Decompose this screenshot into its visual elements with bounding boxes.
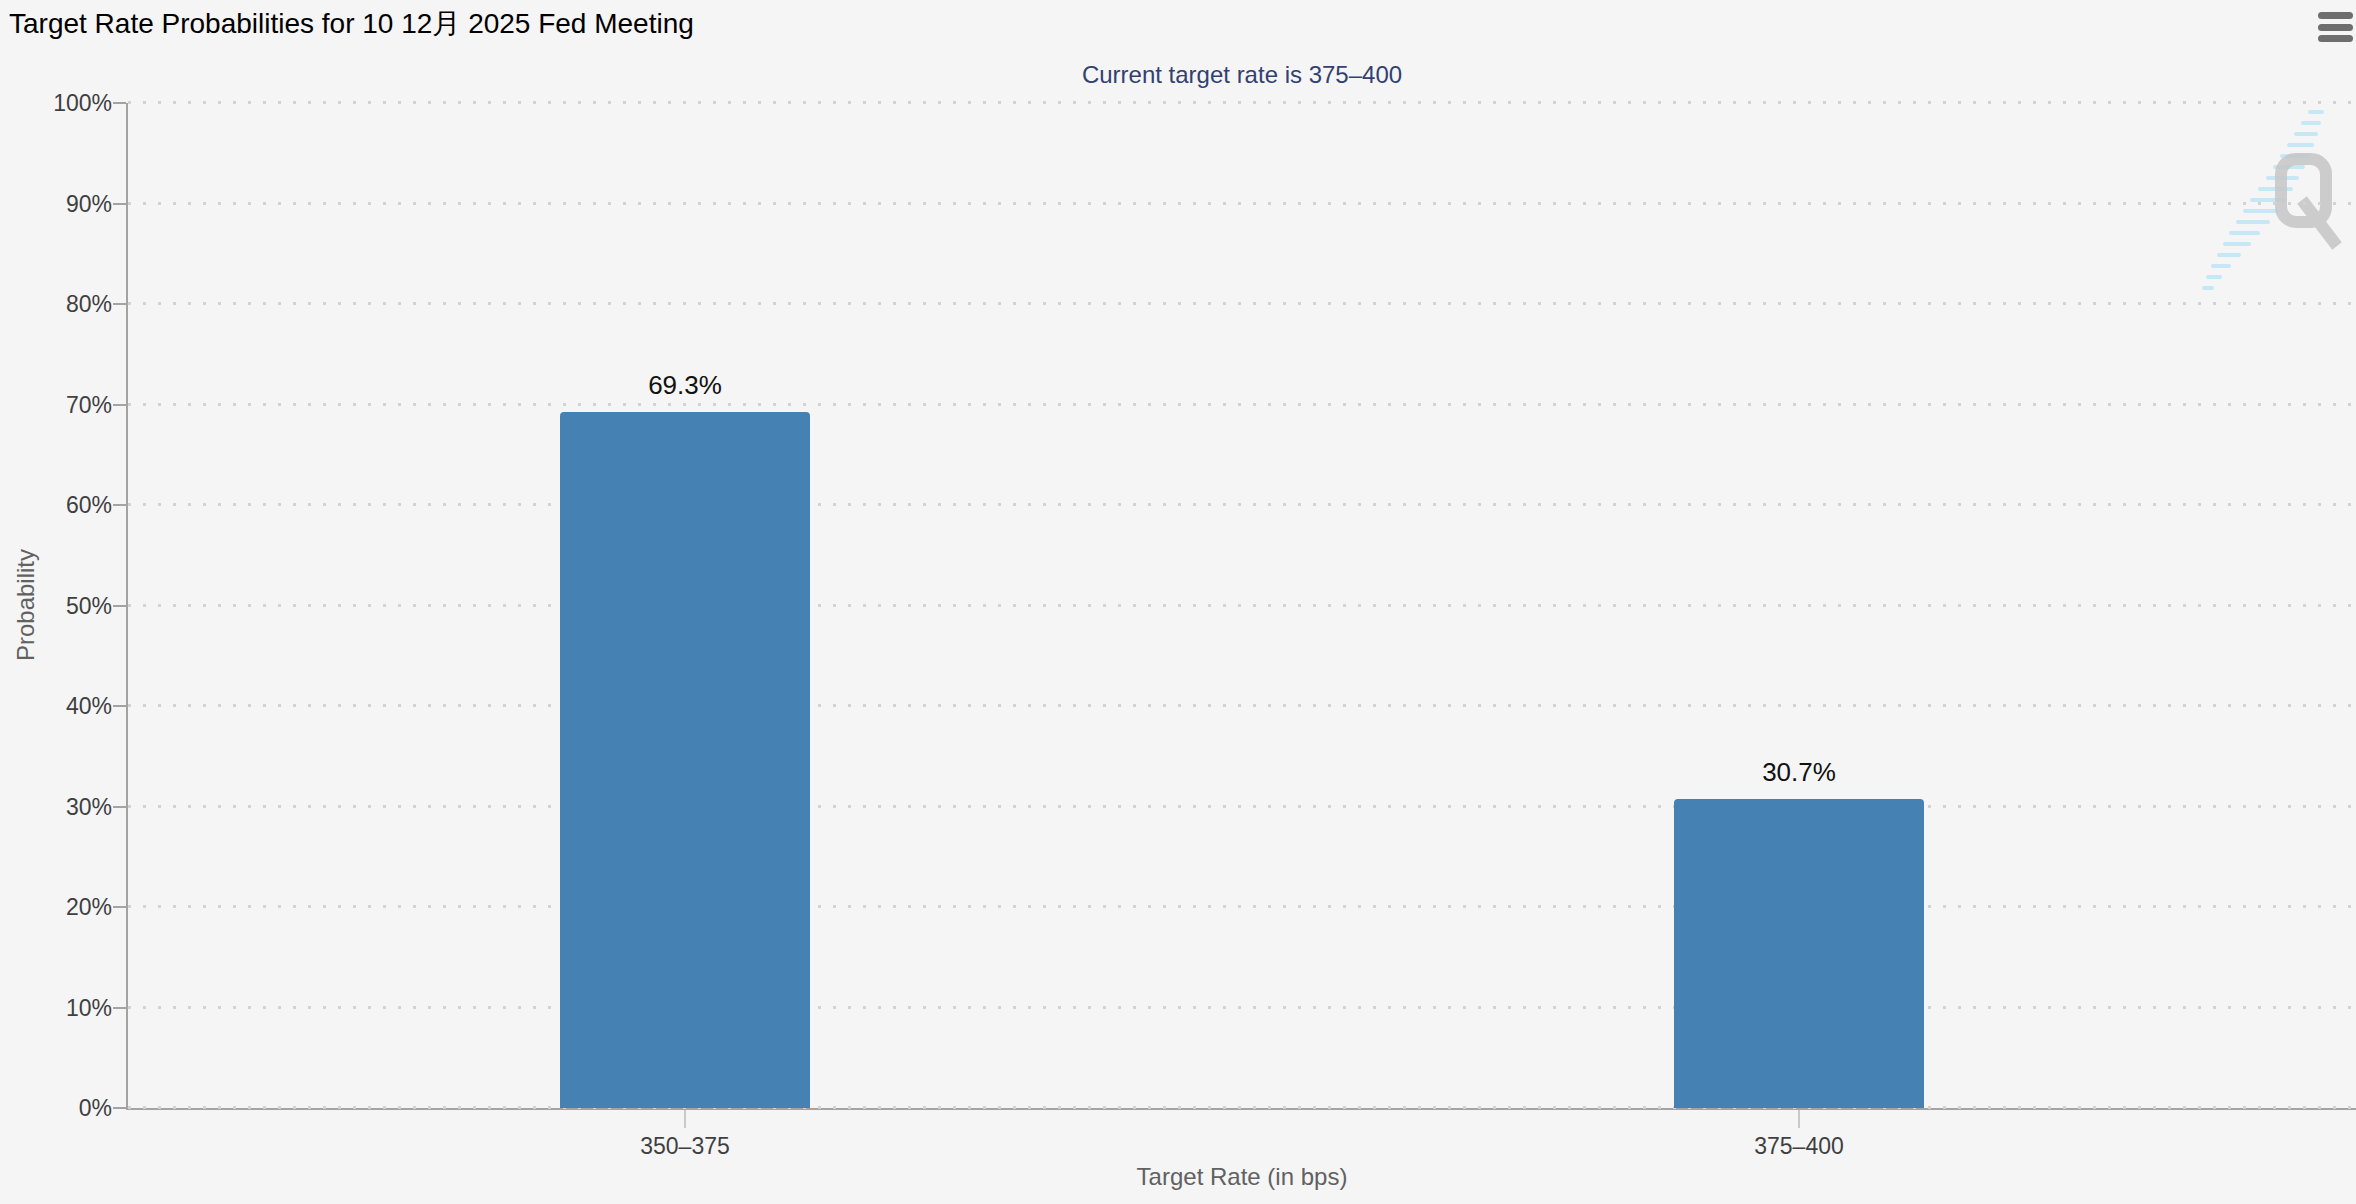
y-tick-label-20: 20% bbox=[0, 893, 112, 921]
y-tick-label-0: 0% bbox=[0, 1094, 112, 1122]
chart-subtitle: Current target rate is 375–400 bbox=[128, 60, 2356, 90]
gridline-90 bbox=[128, 202, 2356, 205]
menu-icon[interactable] bbox=[2318, 12, 2353, 42]
y-tick-90 bbox=[113, 203, 126, 205]
y-tick-10 bbox=[113, 1007, 126, 1009]
plot-area: Target Rate (in bps) 69.3%350–37530.7%37… bbox=[128, 103, 2356, 1108]
y-tick-label-70: 70% bbox=[0, 391, 112, 419]
x-tick-375-400 bbox=[1798, 1110, 1800, 1128]
gridline-30 bbox=[128, 805, 2356, 808]
bar-value-label-375-400: 30.7% bbox=[1674, 757, 1924, 787]
gridline-60 bbox=[128, 503, 2356, 506]
y-tick-label-60: 60% bbox=[0, 491, 112, 519]
gridline-70 bbox=[128, 403, 2356, 406]
y-tick-label-80: 80% bbox=[0, 290, 112, 318]
y-tick-70 bbox=[113, 404, 126, 406]
x-tick-label-350-375: 350–375 bbox=[560, 1132, 810, 1160]
y-axis-title: Probability bbox=[12, 549, 40, 661]
chart-title: Target Rate Probabilities for 10 12月 202… bbox=[9, 8, 694, 40]
menu-bar bbox=[2318, 35, 2353, 42]
gridline-80 bbox=[128, 302, 2356, 305]
menu-bar bbox=[2318, 12, 2353, 19]
fedwatch-chart-screen: Target Rate Probabilities for 10 12月 202… bbox=[0, 0, 2356, 1204]
y-tick-label-10: 10% bbox=[0, 994, 112, 1022]
bar-375-400[interactable] bbox=[1674, 799, 1924, 1108]
y-tick-50 bbox=[113, 605, 126, 607]
y-tick-80 bbox=[113, 303, 126, 305]
x-axis-title: Target Rate (in bps) bbox=[128, 1162, 2356, 1192]
y-tick-label-100: 100% bbox=[0, 89, 112, 117]
y-tick-100 bbox=[113, 102, 126, 104]
y-tick-label-40: 40% bbox=[0, 692, 112, 720]
gridline-0 bbox=[128, 1106, 2356, 1109]
y-tick-60 bbox=[113, 504, 126, 506]
bar-350-375[interactable] bbox=[560, 412, 810, 1108]
menu-bar bbox=[2318, 24, 2353, 31]
y-tick-30 bbox=[113, 806, 126, 808]
gridline-50 bbox=[128, 604, 2356, 607]
y-tick-40 bbox=[113, 705, 126, 707]
y-tick-label-90: 90% bbox=[0, 190, 112, 218]
y-tick-label-30: 30% bbox=[0, 793, 112, 821]
y-tick-20 bbox=[113, 906, 126, 908]
y-tick-0 bbox=[113, 1107, 126, 1109]
x-tick-350-375 bbox=[684, 1110, 686, 1128]
gridline-100 bbox=[128, 101, 2356, 104]
gridline-40 bbox=[128, 704, 2356, 707]
gridline-20 bbox=[128, 905, 2356, 908]
bar-value-label-350-375: 69.3% bbox=[560, 370, 810, 400]
gridline-10 bbox=[128, 1006, 2356, 1009]
x-tick-label-375-400: 375–400 bbox=[1674, 1132, 1924, 1160]
